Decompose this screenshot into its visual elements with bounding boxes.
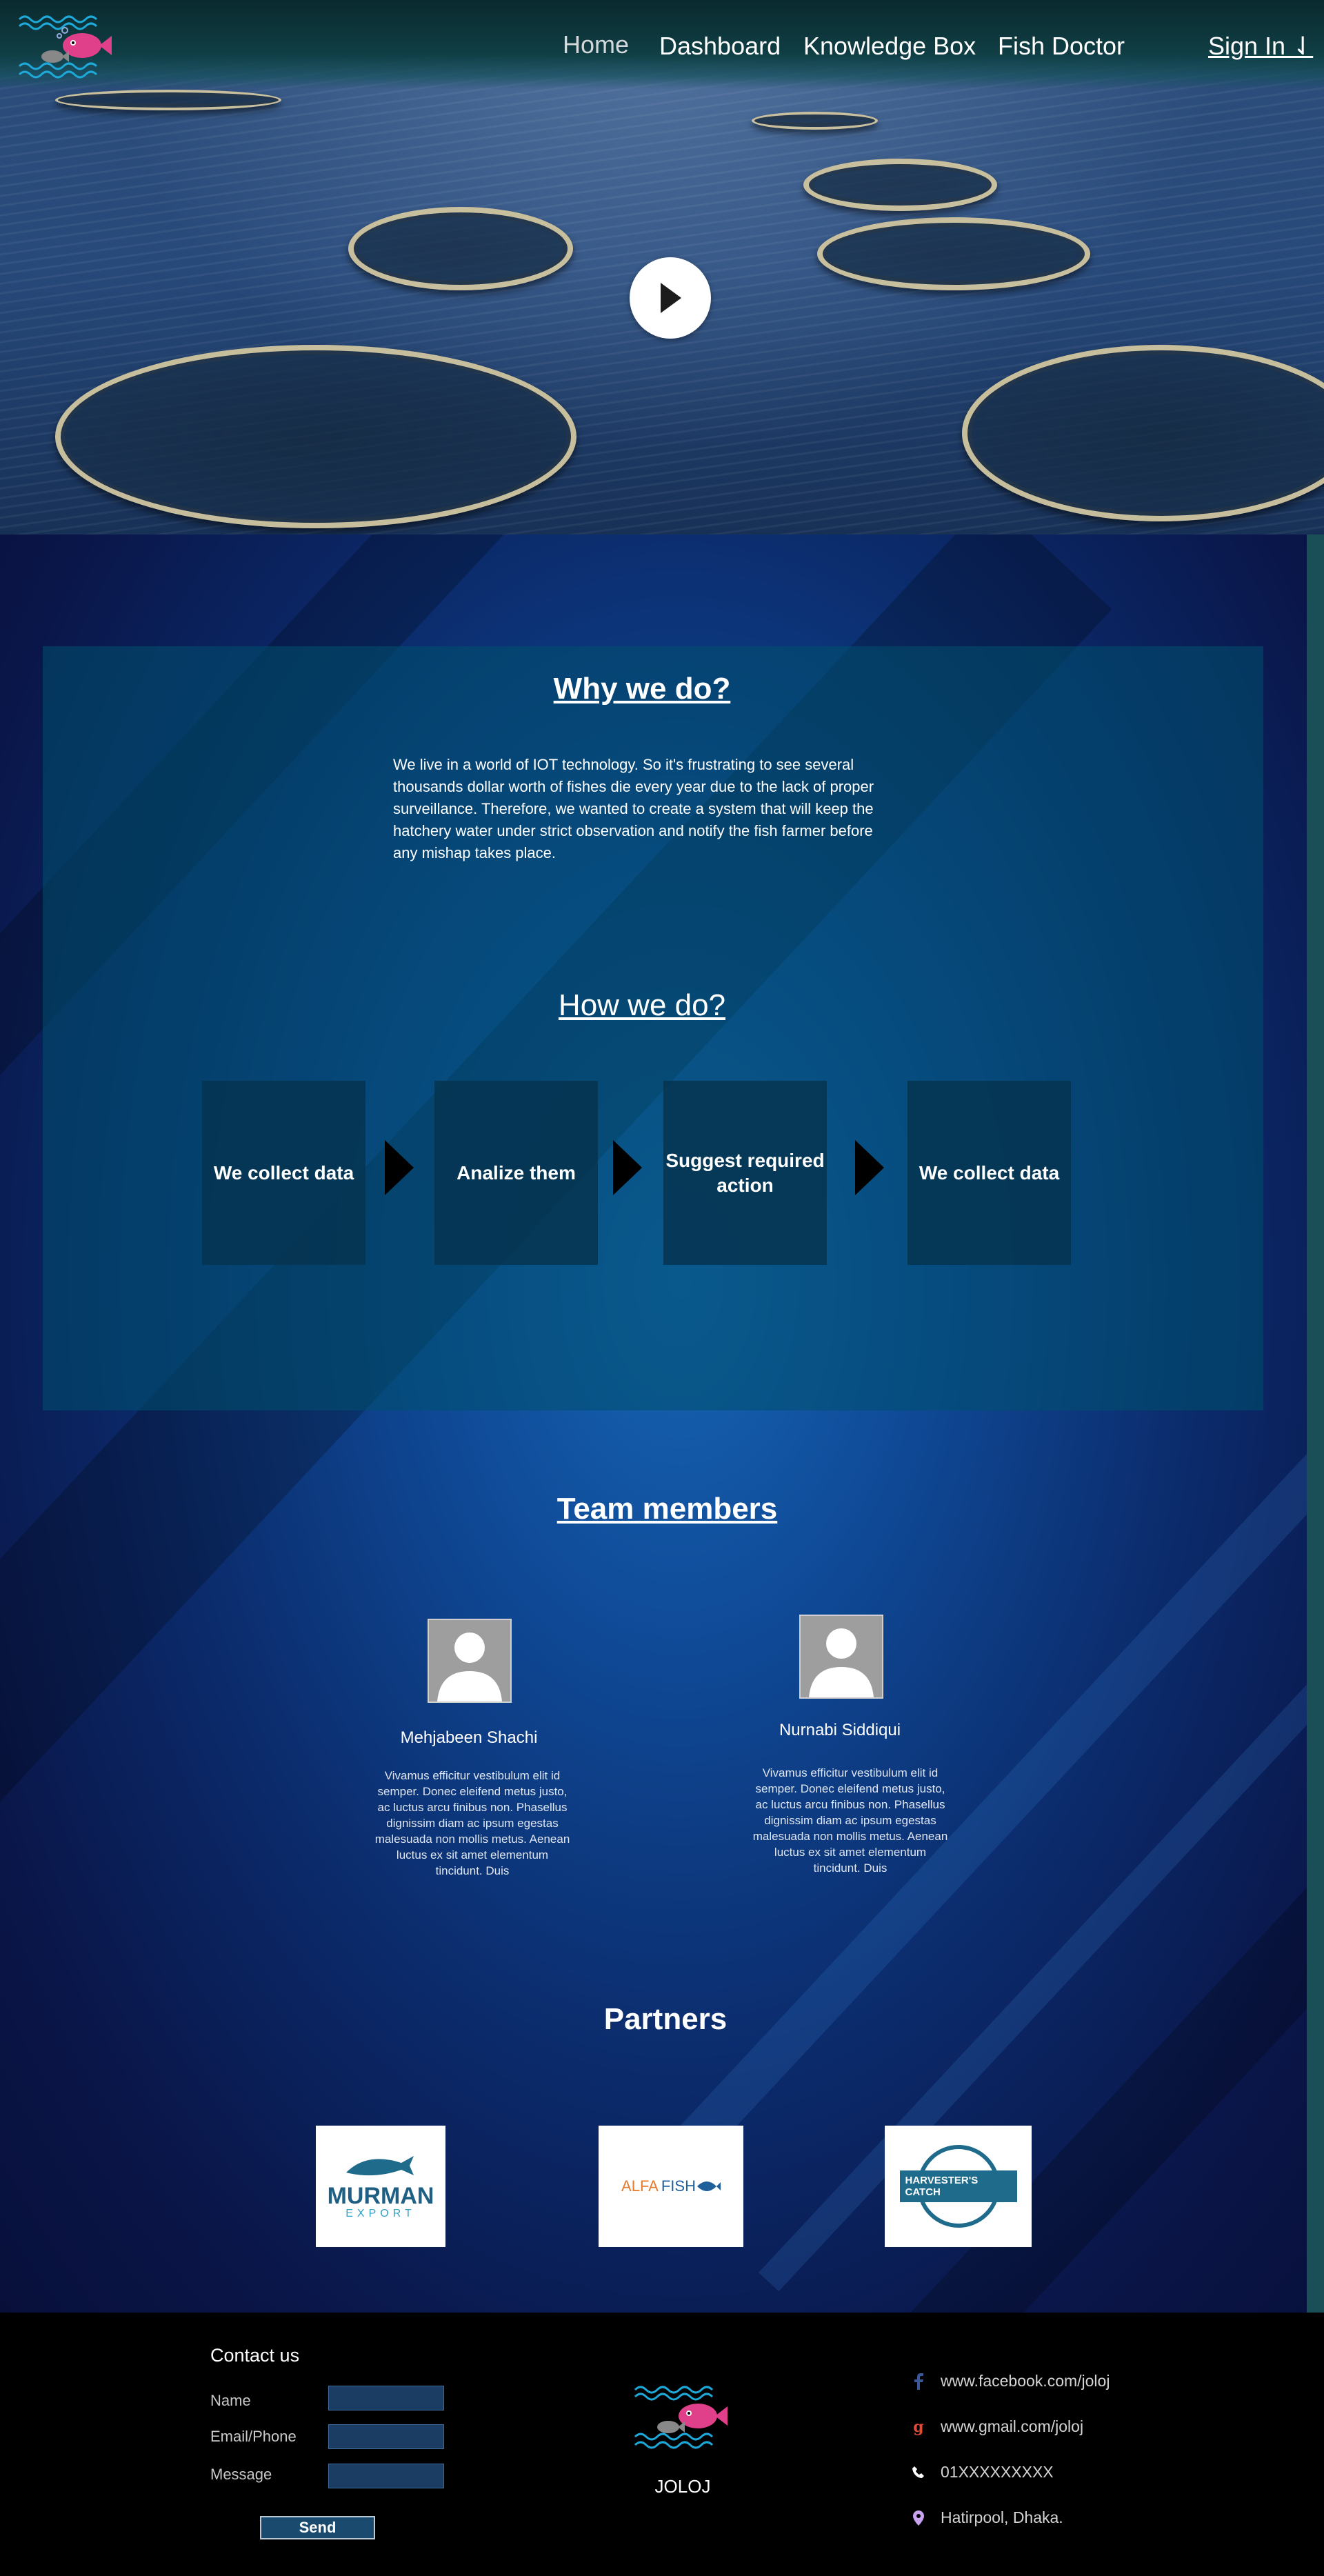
nav-knowledge-box[interactable]: Knowledge Box: [803, 32, 976, 60]
brand-name: JOLOJ: [654, 2476, 711, 2497]
step-card: We collect data: [202, 1081, 365, 1265]
how-title: How we do?: [558, 988, 726, 1022]
joloj-logo[interactable]: [17, 7, 117, 83]
fish-pen: [962, 345, 1324, 521]
joloj-logo: [634, 2386, 728, 2449]
facebook-link[interactable]: www.facebook.com/joloj: [912, 2372, 1110, 2390]
sign-in-link[interactable]: Sign In ⇃: [1208, 32, 1314, 60]
avatar: [799, 1615, 883, 1699]
name-input[interactable]: [328, 2386, 444, 2410]
step-card: Suggest required action: [663, 1081, 827, 1265]
fish-icon: [345, 2155, 414, 2175]
member-bio: Vivamus efficitur vestibulum elit id sem…: [374, 1769, 570, 1877]
location-pin-icon: [912, 2510, 925, 2526]
why-title: Why we do?: [553, 672, 731, 706]
play-icon: [661, 283, 681, 313]
fish-pen: [752, 112, 878, 130]
address-info: Hatirpool, Dhaka.: [912, 2508, 1063, 2527]
partner-sub: EXPORT: [345, 2207, 416, 2219]
member-bio: Vivamus efficitur vestibulum elit id sem…: [752, 1766, 948, 1875]
user-placeholder-icon: [437, 1633, 502, 1701]
email-phone-input[interactable]: [328, 2424, 444, 2449]
facebook-icon: [912, 2373, 925, 2390]
nav-home[interactable]: Home: [563, 30, 630, 59]
email-phone-label: Email/Phone: [210, 2428, 297, 2445]
phone-info: 01XXXXXXXXX: [912, 2463, 1054, 2482]
partner-logo-murman[interactable]: MURMAN EXPORT: [316, 2126, 445, 2247]
nav-dashboard[interactable]: Dashboard: [659, 32, 781, 60]
user-placeholder-icon: [809, 1628, 874, 1697]
phone-text: 01XXXXXXXXX: [941, 2463, 1054, 2481]
fish-pen: [348, 207, 573, 290]
why-how-panel: [43, 646, 1263, 1410]
avatar: [428, 1619, 512, 1703]
step-card: We collect data: [907, 1081, 1071, 1265]
team-title: Team members: [556, 1492, 778, 1526]
gmail-text: www.gmail.com/joloj: [941, 2417, 1084, 2435]
message-input[interactable]: [328, 2464, 444, 2488]
fish-pen: [55, 345, 576, 528]
partners-title: Partners: [603, 2002, 728, 2036]
partner-name-2: FISH: [661, 2177, 696, 2195]
play-button[interactable]: [630, 257, 711, 339]
member-name: Mehjabeen Shachi: [400, 1728, 538, 1747]
address-text: Hatirpool, Dhaka.: [941, 2508, 1063, 2526]
step-card: Analize them: [434, 1081, 598, 1265]
contact-title: Contact us: [210, 2345, 300, 2366]
fish-icon: [696, 2181, 721, 2191]
fish-pen: [817, 217, 1090, 290]
partner-name: HARVESTER'S CATCH: [899, 2170, 1017, 2202]
fish-pen: [803, 159, 997, 211]
partner-logo-harvesters-catch[interactable]: HARVESTER'S CATCH: [885, 2126, 1032, 2247]
footer: [0, 2313, 1324, 2576]
step-arrow-icon: [385, 1140, 414, 1195]
send-button[interactable]: Send: [260, 2516, 375, 2539]
right-edge-bar: [1307, 535, 1324, 2313]
fish-pen: [55, 90, 281, 110]
google-plus-icon: g: [913, 2417, 924, 2436]
message-label: Message: [210, 2466, 272, 2483]
partner-name: ALFA: [621, 2177, 659, 2195]
step-arrow-icon: [613, 1140, 642, 1195]
phone-icon: [912, 2464, 925, 2481]
step-arrow-icon: [855, 1140, 884, 1195]
nav-fish-doctor[interactable]: Fish Doctor: [998, 32, 1125, 60]
why-text: We live in a world of IOT technology. So…: [393, 756, 874, 861]
name-label: Name: [210, 2392, 251, 2409]
partner-name: MURMAN: [327, 2182, 434, 2209]
hero-section: Home Dashboard Knowledge Box Fish Doctor…: [0, 0, 1324, 535]
header-bar: [0, 0, 1324, 90]
member-name: Nurnabi Siddiqui: [779, 1721, 901, 1739]
gmail-link[interactable]: g www.gmail.com/joloj: [912, 2417, 1083, 2436]
partner-logo-alfa-fish[interactable]: ALFA FISH: [599, 2126, 743, 2247]
facebook-text: www.facebook.com/joloj: [941, 2372, 1110, 2390]
